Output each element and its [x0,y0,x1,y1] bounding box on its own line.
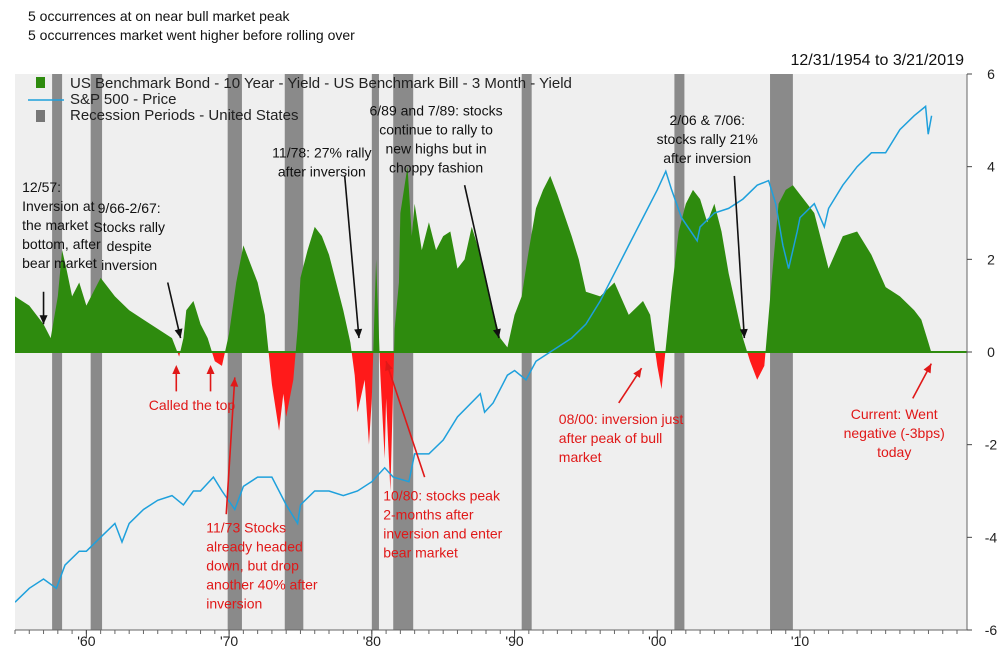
annotation-5: 2/06 & 7/06: stocks rally 21% after invers… [657,112,758,166]
annotation-1: 12/57: Inversion at the market bottom, afte… [22,179,101,271]
called-top-arrowhead [172,364,181,374]
annotation-arrowhead [633,368,642,378]
legend-label-spread: US Benchmark Bond - 10 Year - Yield - US… [70,75,572,92]
y-tick-label: -4 [985,529,998,545]
x-tick-label: '90 [505,633,523,649]
x-tick-label: '70 [220,633,238,649]
annotation-8: 10/80: stocks peak 2-months after inversio… [383,487,502,560]
note-line-2: 5 occurrences market went higher before … [28,27,355,43]
date-range-label: 12/31/1954 to 3/21/2019 [790,52,965,69]
y-tick-label: 2 [987,251,995,267]
annotation-arrow [225,377,236,515]
y-tick-label: -6 [985,622,998,638]
legend: US Benchmark Bond - 10 Year - Yield - US… [28,75,572,124]
annotation-arrowhead [174,328,183,339]
spread-area-positive [15,166,932,352]
legend-swatch-spread [36,77,45,88]
annotation-2: 9/66-2/67: Stocks rally despite inversion [93,200,165,273]
sp500-line [15,104,933,603]
legend-label-recession: Recession Periods - United States [70,107,298,124]
annotation-7: 11/73 Stocks already headed down, but drop… [206,520,318,612]
annotation-6: Called the top [149,397,236,413]
y-tick-label: -2 [985,437,998,453]
annotation-arrowhead [385,361,393,372]
note-line-1: 5 occurrences at on near bull market pea… [28,8,290,24]
annotation-9: 08/00: inversion just after peak of bull m… [559,411,684,465]
annotation-arrow [385,361,426,478]
annotation-arrow [343,175,360,339]
annotation-arrow [733,175,746,339]
annotation-arrow [166,282,182,339]
x-tick-label: '60 [77,633,95,649]
spread-area-negative [177,352,932,491]
annotation-3: 11/78: 27% rally after inversion [272,144,371,179]
x-tick-label: '00 [648,633,666,649]
annotation-10: Current: Went negative (-3bps) today [844,406,945,460]
x-tick-label: '10 [791,633,809,649]
y-tick-label: 4 [987,159,995,175]
annotation-arrowhead [39,315,48,325]
y-tick-label: 0 [987,344,995,360]
annotation-4: 6/89 and 7/89: stocks continue to rally t… [370,103,503,176]
annotation-arrowhead [923,363,932,374]
annotation-arrowhead [492,328,501,339]
annotation-arrowhead [354,328,363,339]
called-top-arrowhead [206,364,215,374]
legend-label-sp500: S&P 500 - Price [70,91,176,108]
annotation-arrowhead [739,328,748,339]
y-tick-label: 6 [987,66,995,82]
annotation-arrow [463,185,500,339]
annotation-arrowhead [230,377,239,387]
x-tick-label: '80 [363,633,381,649]
legend-swatch-recession [36,110,45,122]
